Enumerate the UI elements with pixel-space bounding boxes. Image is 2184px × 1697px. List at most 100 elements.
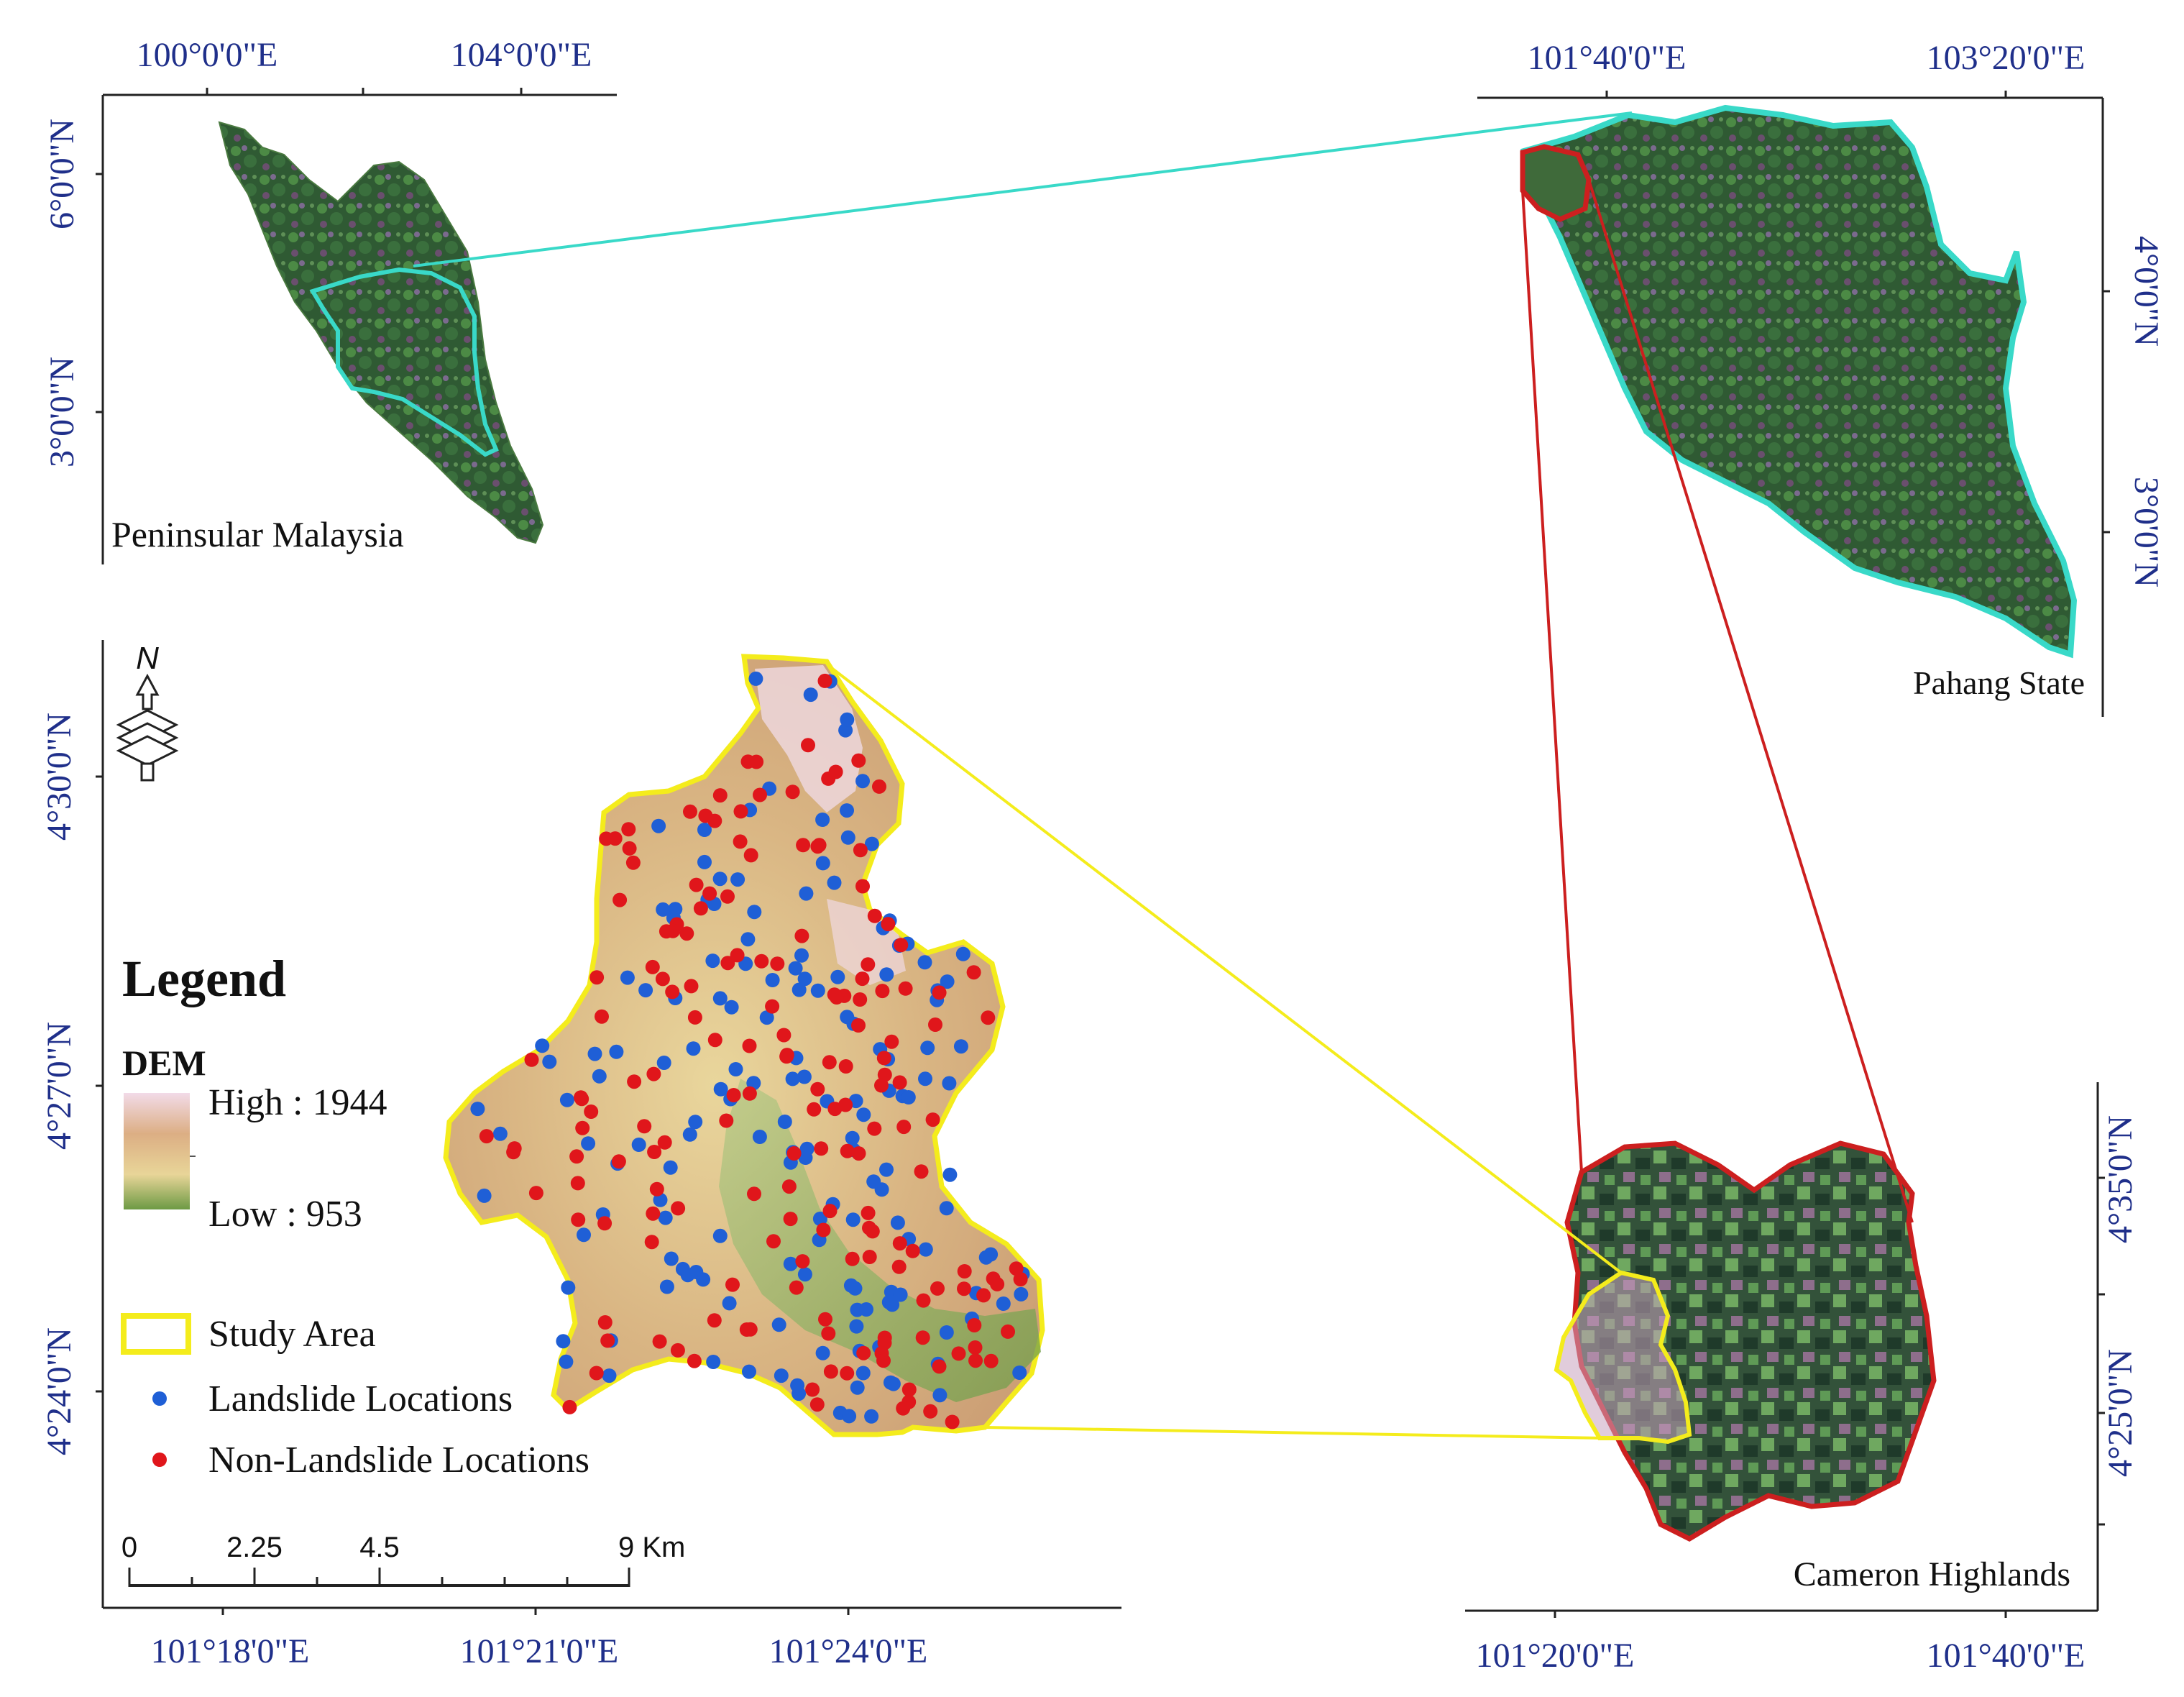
landslide-point bbox=[939, 1201, 954, 1216]
non-landslide-point bbox=[649, 1181, 664, 1197]
legend-title: Legend bbox=[122, 950, 286, 1007]
non-landslide-point bbox=[968, 1340, 983, 1355]
landslide-point bbox=[810, 983, 825, 998]
non-landslide-point bbox=[818, 1312, 832, 1327]
pahang-lat-label: 4°0'0"N bbox=[2127, 236, 2165, 347]
landslide-point bbox=[843, 1278, 858, 1293]
landslide-point bbox=[765, 973, 780, 987]
north-arrow-label: N bbox=[136, 641, 159, 676]
study-lat-label: 4°30'0"N bbox=[40, 713, 78, 841]
non-landslide-point bbox=[776, 1028, 792, 1043]
non-landslide-point bbox=[822, 1055, 837, 1070]
cameron-study-outline bbox=[1554, 1270, 1692, 1445]
landslide-point bbox=[631, 1138, 646, 1152]
landslide-point bbox=[664, 1251, 679, 1266]
cameron-lat-label: 4°25'0"N bbox=[2101, 1349, 2139, 1477]
non-landslide-point bbox=[827, 987, 842, 1002]
landslide-point bbox=[996, 1296, 1011, 1311]
non-landslide-point bbox=[891, 1259, 907, 1274]
landslide-point bbox=[747, 905, 762, 920]
landslide-point bbox=[724, 1000, 739, 1015]
non-landslide-point bbox=[809, 1397, 825, 1412]
landslide-point bbox=[939, 1325, 954, 1340]
non-landslide-point bbox=[876, 1353, 891, 1368]
non-landslide-point bbox=[823, 1364, 838, 1379]
non-landslide-point bbox=[740, 754, 756, 769]
non-landslide-point bbox=[657, 1135, 672, 1150]
landslide-point bbox=[940, 974, 955, 989]
landslide-point bbox=[752, 1130, 767, 1144]
landslide-point bbox=[556, 1334, 571, 1349]
non-landslide-point bbox=[877, 1335, 892, 1350]
landslide-point bbox=[842, 1409, 857, 1424]
landslide-point bbox=[609, 1044, 624, 1059]
study-lon-label: 101°18'0"E bbox=[151, 1632, 310, 1670]
non-landslide-point bbox=[901, 1382, 917, 1397]
non-landslide-point bbox=[702, 886, 717, 901]
non-landslide-point bbox=[671, 1201, 686, 1216]
legend-dem-high: High : 1944 bbox=[208, 1082, 387, 1123]
landslide-point bbox=[535, 1038, 550, 1053]
non-landslide-point bbox=[742, 1086, 757, 1101]
landslide-point bbox=[659, 1279, 674, 1294]
landslide-point bbox=[790, 1378, 805, 1393]
landslide-point bbox=[827, 875, 842, 890]
landslide-point bbox=[712, 991, 728, 1006]
non-landslide-point bbox=[983, 1353, 999, 1368]
non-landslide-point bbox=[707, 1313, 722, 1328]
non-landslide-point bbox=[683, 804, 697, 819]
non-landslide-point bbox=[840, 1143, 855, 1158]
non-landslide-point bbox=[765, 999, 780, 1014]
landslide-point bbox=[879, 967, 894, 982]
non-landslide-point bbox=[665, 984, 680, 1000]
pahang-lon-label: 103°20'0"E bbox=[1927, 39, 2086, 77]
landslide-point bbox=[840, 830, 855, 845]
non-landslide-point bbox=[853, 992, 868, 1007]
non-landslide-point bbox=[652, 1334, 667, 1349]
landslide-point bbox=[759, 1010, 774, 1025]
legend-non-landslide-marker bbox=[152, 1453, 167, 1467]
non-landslide-point bbox=[506, 1145, 521, 1160]
landslide-point bbox=[577, 1227, 591, 1243]
non-landslide-point bbox=[528, 1186, 543, 1201]
non-landslide-point bbox=[923, 1404, 938, 1419]
landslide-point bbox=[658, 1210, 673, 1225]
non-landslide-point bbox=[589, 1366, 604, 1381]
peninsular-lon-label: 100°0'0"E bbox=[137, 36, 278, 74]
non-landslide-point bbox=[892, 1075, 907, 1090]
landslide-point bbox=[492, 1126, 508, 1141]
non-landslide-point bbox=[693, 901, 708, 916]
landslide-point bbox=[815, 856, 830, 871]
scale-bar-tick-label: 9 Km bbox=[618, 1532, 685, 1563]
peninsular-lat-label: 6°0'0"N bbox=[43, 119, 81, 229]
non-landslide-point bbox=[957, 1264, 972, 1279]
non-landslide-point bbox=[575, 1120, 590, 1135]
landslide-point bbox=[771, 1317, 786, 1332]
landslide-point bbox=[777, 1115, 792, 1129]
non-landslide-point bbox=[479, 1129, 494, 1144]
landslide-point bbox=[542, 1054, 557, 1069]
non-landslide-point bbox=[659, 924, 674, 939]
landslide-point bbox=[774, 1368, 789, 1383]
non-landslide-point bbox=[781, 1179, 797, 1194]
landslide-point bbox=[815, 1345, 830, 1360]
landslide-point bbox=[812, 1212, 827, 1226]
non-landslide-point bbox=[611, 1154, 626, 1169]
non-landslide-point bbox=[981, 1010, 996, 1025]
non-landslide-point bbox=[845, 1251, 860, 1266]
landslide-point bbox=[799, 886, 814, 901]
non-landslide-point bbox=[986, 1271, 1001, 1286]
non-landslide-point bbox=[612, 892, 628, 907]
non-landslide-point bbox=[851, 1018, 866, 1033]
non-landslide-point bbox=[597, 1216, 612, 1231]
non-landslide-point bbox=[932, 1359, 947, 1374]
non-landslide-point bbox=[896, 1401, 911, 1416]
landslide-point bbox=[730, 872, 745, 887]
non-landslide-point bbox=[817, 673, 832, 688]
landslide-point bbox=[697, 823, 712, 837]
landslide-point bbox=[686, 1041, 701, 1056]
legend-non-landslide-label: Non-Landslide Locations bbox=[208, 1440, 589, 1481]
non-landslide-point bbox=[742, 1038, 757, 1053]
non-landslide-point bbox=[838, 1097, 853, 1112]
legend-landslide-label: Landslide Locations bbox=[208, 1378, 513, 1419]
